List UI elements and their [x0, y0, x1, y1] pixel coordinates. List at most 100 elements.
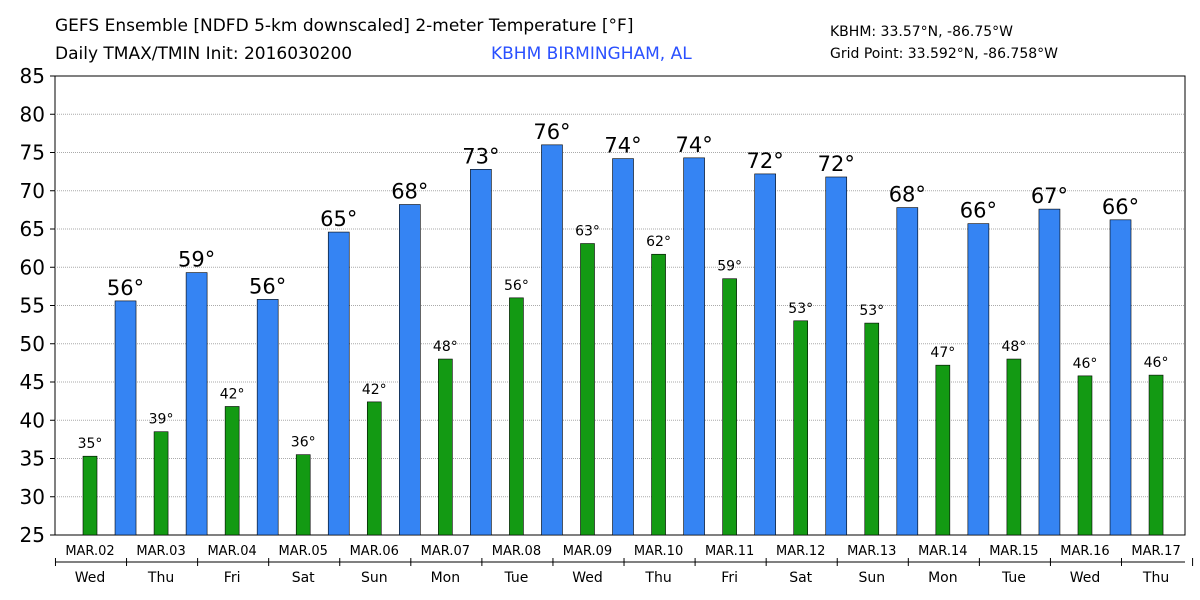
y-tick-label: 25	[20, 523, 45, 547]
x-tick-day: Wed	[75, 570, 106, 586]
station-coordinates: KBHM: 33.57°N, -86.75°W	[830, 24, 1013, 40]
y-tick-label: 85	[20, 64, 45, 88]
x-tick-date: MAR.11	[705, 544, 754, 559]
x-tick-day: Sat	[292, 570, 315, 586]
tmin-bar	[935, 364, 951, 536]
tmax-data-label: 73°	[462, 144, 499, 168]
x-tick-day: Thu	[147, 570, 174, 586]
tmax-data-label: 68°	[391, 180, 428, 204]
y-tick-label: 50	[20, 332, 45, 356]
x-tick-date: MAR.13	[847, 544, 896, 559]
x-tick-day: Sat	[789, 570, 812, 586]
tmax-bar	[399, 204, 421, 536]
tmin-data-label: 47°	[930, 345, 955, 361]
tmax-data-label: 74°	[675, 133, 712, 157]
tmax-data-label: 66°	[960, 199, 997, 223]
x-tick-date: MAR.09	[563, 544, 612, 559]
station-name: KBHM BIRMINGHAM, AL	[491, 44, 692, 64]
x-tick-date: MAR.17	[1131, 544, 1180, 559]
tmin-bar	[580, 243, 595, 536]
tmin-bar	[153, 431, 169, 536]
x-tick-day: Mon	[431, 570, 461, 586]
tmax-bar	[612, 158, 634, 536]
x-tick-day: Wed	[572, 570, 603, 586]
tmax-bar	[1038, 208, 1061, 536]
tmin-bar	[509, 297, 524, 536]
tmin-bar	[295, 454, 311, 536]
x-tick-date: MAR.03	[136, 544, 185, 559]
init-time-label: Daily TMAX/TMIN Init: 2016030200	[55, 44, 353, 64]
x-tick-day: Fri	[224, 570, 241, 586]
tmin-data-label: 35°	[78, 436, 103, 452]
tmin-data-label: 53°	[788, 301, 813, 317]
tmax-bar	[541, 144, 563, 536]
x-tick-date: MAR.04	[207, 544, 256, 559]
x-tick-date: MAR.14	[918, 544, 967, 559]
tmin-data-label: 39°	[149, 412, 174, 428]
x-tick-date: MAR.12	[776, 544, 825, 559]
tmax-bar	[967, 223, 990, 536]
tmin-bar	[366, 401, 382, 536]
x-tick-date: MAR.05	[279, 544, 328, 559]
tmin-data-label: 63°	[575, 224, 600, 240]
x-tick-day: Thu	[1142, 570, 1169, 586]
x-tick-day: Fri	[721, 570, 738, 586]
tmax-data-label: 65°	[320, 207, 357, 231]
tmin-data-label: 42°	[362, 382, 387, 398]
x-tick-date: MAR.10	[634, 544, 683, 559]
x-tick-day: Mon	[928, 570, 958, 586]
tmin-bar	[793, 320, 809, 536]
x-tick-day: Sun	[858, 570, 885, 586]
x-tick-day: Sun	[361, 570, 388, 586]
y-tick-label: 35	[20, 447, 45, 471]
x-tick-date: MAR.06	[350, 544, 399, 559]
y-tick-label: 55	[20, 294, 45, 318]
x-tick-date: MAR.15	[989, 544, 1038, 559]
tmax-bar	[825, 176, 848, 536]
tmin-data-label: 48°	[1001, 339, 1026, 355]
tmax-data-label: 76°	[533, 120, 570, 144]
tmax-bar	[1109, 219, 1132, 536]
y-tick-label: 40	[20, 408, 45, 432]
tmax-data-label: 59°	[178, 248, 215, 272]
x-tick-day: Tue	[1001, 570, 1026, 586]
tmin-bar	[1077, 375, 1093, 536]
tmax-data-label: 66°	[1102, 195, 1139, 219]
tmin-data-label: 62°	[646, 234, 671, 250]
y-tick-label: 45	[20, 370, 45, 394]
tmin-data-label: 36°	[291, 435, 316, 451]
tmin-data-label: 46°	[1144, 355, 1169, 371]
tmin-bar	[651, 253, 666, 536]
tmax-bar	[470, 169, 492, 536]
tmax-bar	[896, 207, 919, 536]
x-tick-date: MAR.16	[1060, 544, 1109, 559]
tmax-data-label: 68°	[889, 183, 926, 207]
tmin-bar	[1006, 358, 1022, 536]
tmin-data-label: 56°	[504, 278, 529, 294]
x-tick-day: Thu	[644, 570, 671, 586]
x-tick-date: MAR.02	[65, 544, 114, 559]
tmin-data-label: 42°	[220, 386, 245, 402]
tmax-bar	[114, 300, 137, 536]
tmin-bar	[722, 278, 737, 536]
tmax-bar	[256, 299, 279, 536]
y-tick-label: 65	[20, 217, 45, 241]
tmax-data-label: 72°	[747, 149, 784, 173]
y-tick-label: 75	[20, 141, 45, 165]
y-tick-label: 80	[20, 102, 45, 126]
chart-title: GEFS Ensemble [NDFD 5-km downscaled] 2-m…	[55, 16, 634, 36]
tmin-bar	[82, 455, 98, 536]
tmax-data-label: 74°	[604, 134, 641, 158]
tmax-bar	[754, 173, 776, 536]
x-tick-day: Wed	[1070, 570, 1101, 586]
tmin-data-label: 59°	[717, 259, 742, 275]
tmin-bar	[1148, 374, 1164, 536]
tmax-bar	[683, 157, 705, 536]
tmin-data-label: 53°	[859, 303, 884, 319]
x-tick-day: Tue	[503, 570, 528, 586]
tmax-data-label: 72°	[818, 152, 855, 176]
tmax-bar	[185, 272, 208, 536]
tmax-data-label: 56°	[249, 274, 286, 298]
tmin-bar	[438, 358, 453, 536]
